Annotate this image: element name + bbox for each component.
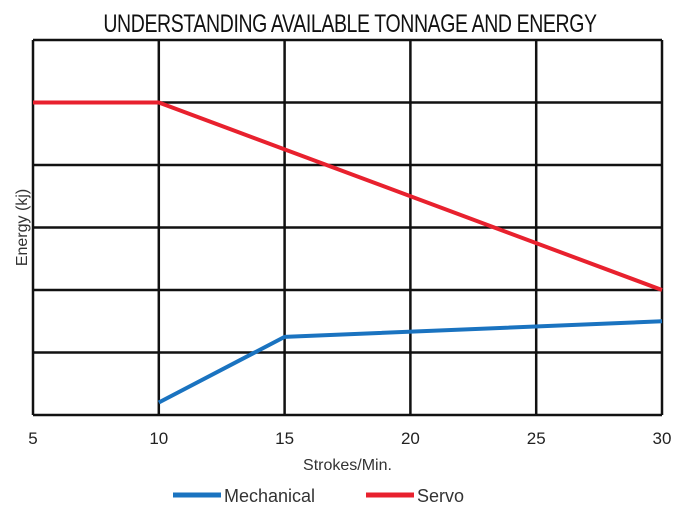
x-tick-label: 5 [28, 429, 37, 448]
legend-label-servo: Servo [417, 486, 464, 506]
x-tick-label: 25 [527, 429, 546, 448]
series-line-servo [33, 100, 663, 292]
x-axis-label: Strokes/Min. [303, 457, 392, 474]
series-line-mechanical [157, 319, 663, 405]
x-tick-label: 10 [149, 429, 168, 448]
x-tick-label: 30 [653, 429, 672, 448]
x-tick-label: 15 [275, 429, 294, 448]
legend-label-mechanical: Mechanical [224, 486, 315, 506]
chart-title: UNDERSTANDING AVAILABLE TONNAGE AND ENER… [103, 10, 597, 38]
y-axis-label: Energy (kj) [14, 189, 31, 266]
x-tick-label: 20 [401, 429, 420, 448]
